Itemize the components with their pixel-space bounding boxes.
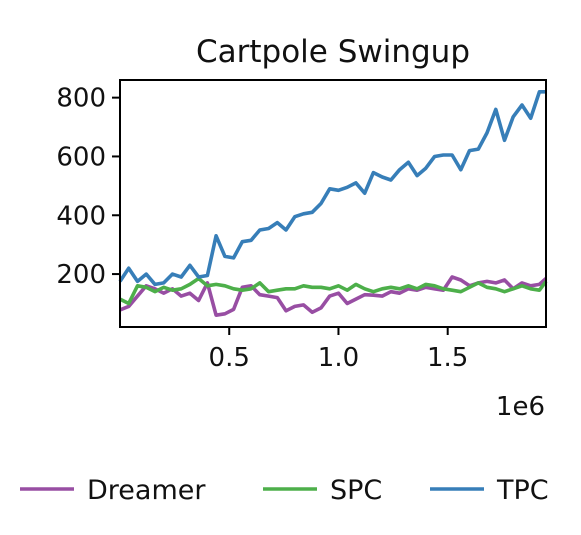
legend-label-tpc: TPC xyxy=(496,475,549,506)
y-tick-label: 800 xyxy=(56,84,106,114)
x-tick-label: 0.5 xyxy=(209,343,250,373)
y-tick-label: 600 xyxy=(56,142,106,172)
legend-label-spc: SPC xyxy=(330,475,382,506)
series-line-tpc xyxy=(118,90,546,287)
legend-label-dreamer: Dreamer xyxy=(87,475,206,506)
x-tick-label: 1.5 xyxy=(427,343,468,373)
plot-frame xyxy=(119,79,547,328)
chart-title: Cartpole Swingup xyxy=(196,34,470,70)
y-tick-label: 200 xyxy=(56,260,106,290)
series-line-dreamer xyxy=(119,275,548,318)
x-tick-label: 1.0 xyxy=(318,343,359,373)
x-axis-multiplier: 1e6 xyxy=(496,392,545,422)
series-line-spc xyxy=(119,276,548,306)
legend: Dreamer SPC TPC xyxy=(20,475,549,506)
axes: 200 400 600 800 0.5 1.0 1.5 xyxy=(56,84,468,373)
y-tick-label: 400 xyxy=(56,201,106,231)
plot-area xyxy=(118,90,548,318)
